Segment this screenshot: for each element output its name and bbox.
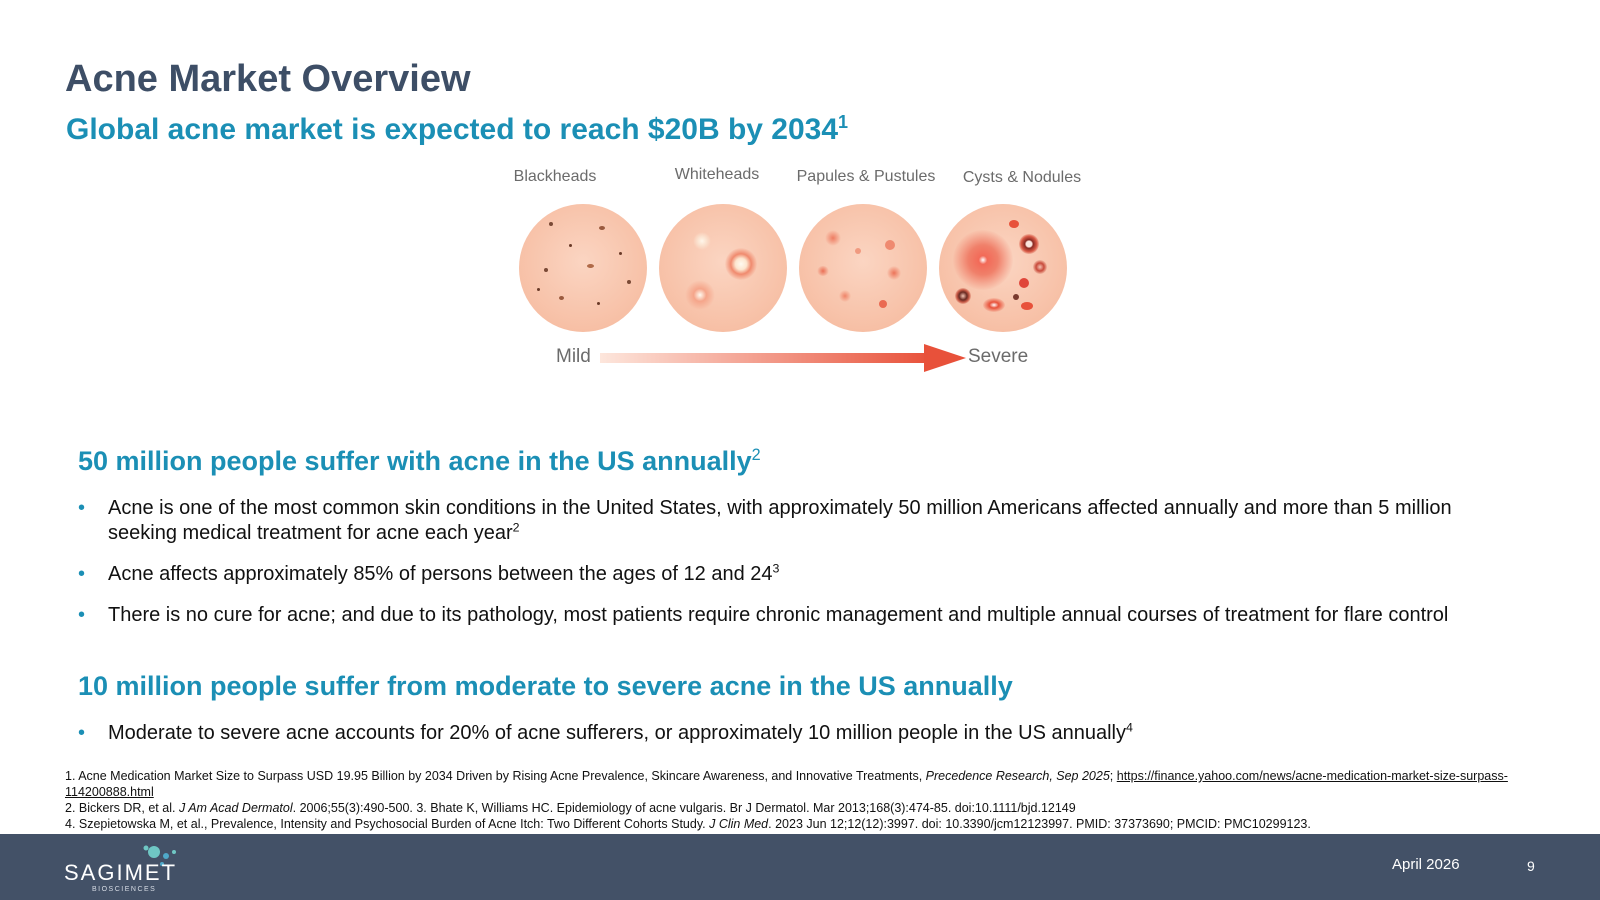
bullet-item: There is no cure for acne; and due to it… — [78, 603, 1518, 628]
scale-label-mild: Mild — [556, 346, 591, 367]
scale-label-severe: Severe — [968, 346, 1029, 367]
footnote-1-text: 1. Acne Medication Market Size to Surpas… — [65, 769, 926, 783]
footnote-4-journal: J Clin Med — [709, 817, 769, 831]
section1-bullets: Acne is one of the most common skin cond… — [78, 496, 1518, 644]
logo-dots-icon — [143, 845, 176, 866]
footnote-2-3: 2. Bickers DR, et al. J Am Acad Dermatol… — [65, 800, 1555, 816]
section2-bullets: Moderate to severe acne accounts for 20%… — [78, 721, 1518, 762]
footnote-2-journal: J Am Acad Dermatol — [178, 801, 293, 815]
footnote-4: 4. Szepietowska M, et al., Prevalence, I… — [65, 816, 1555, 832]
footnote-1-link[interactable]: https://finance.yahoo.com/news/acne-medi… — [65, 769, 1508, 799]
footnotes: 1. Acne Medication Market Size to Surpas… — [65, 768, 1555, 832]
bullet-ref: 2 — [512, 520, 520, 535]
footnote-4-details: . 2023 Jun 12;12(12):3997. doi: 10.3390/… — [768, 817, 1311, 831]
severity-arrow — [600, 344, 966, 372]
stage-label-papules-pustules: Papules & Pustules — [796, 168, 936, 185]
whiteheads-skin-image — [659, 204, 787, 332]
company-logo: SAGIMET BIOSCIENCES — [64, 844, 204, 894]
bullet-text: Acne affects approximately 85% of person… — [108, 563, 773, 585]
bullet-text: There is no cure for acne; and due to it… — [108, 604, 1449, 626]
bullet-item: Acne is one of the most common skin cond… — [78, 496, 1518, 546]
footer-date: April 2026 — [1392, 856, 1460, 873]
section1-heading-ref: 2 — [751, 446, 761, 464]
section1-heading-text: 50 million people suffer with acne in th… — [78, 446, 752, 476]
footnote-1: 1. Acne Medication Market Size to Surpas… — [65, 768, 1555, 800]
section2-heading: 10 million people suffer from moderate t… — [78, 671, 1013, 701]
stage-label-cysts-nodules: Cysts & Nodules — [962, 169, 1082, 186]
acne-severity-graphic: Blackheads Whiteheads Papules & Pustules… — [500, 160, 1120, 390]
page-number: 9 — [1527, 858, 1535, 874]
papules-pustules-skin-image — [799, 204, 927, 332]
footnote-1-separator: ; — [1109, 769, 1117, 783]
bullet-item: Acne affects approximately 85% of person… — [78, 562, 1518, 587]
bullet-ref: 3 — [772, 561, 780, 576]
subtitle-text: Global acne market is expected to reach … — [66, 113, 839, 146]
page-subtitle: Global acne market is expected to reach … — [66, 113, 848, 147]
footnote-2-text: 2. Bickers DR, et al. — [65, 801, 179, 815]
bullet-ref: 4 — [1125, 720, 1133, 735]
bullet-text: Moderate to severe acne accounts for 20%… — [108, 722, 1126, 744]
page-title: Acne Market Overview — [65, 58, 471, 100]
logo-wordmark: SAGIMET — [64, 860, 178, 885]
stage-label-blackheads: Blackheads — [513, 168, 597, 185]
subtitle-ref: 1 — [838, 112, 849, 132]
footnote-4-text: 4. Szepietowska M, et al., Prevalence, I… — [65, 817, 710, 831]
blackheads-skin-image — [519, 204, 647, 332]
stage-label-whiteheads: Whiteheads — [674, 166, 760, 183]
bullet-item: Moderate to severe acne accounts for 20%… — [78, 721, 1518, 746]
section1-heading: 50 million people suffer with acne in th… — [78, 446, 761, 477]
footnote-2-3-text: . 2006;55(3):490-500. 3. Bhate K, Willia… — [292, 801, 1076, 815]
footer-bar: SAGIMET BIOSCIENCES April 2026 9 — [0, 834, 1600, 900]
footnote-1-source: Precedence Research, Sep 2025 — [925, 769, 1110, 783]
bullet-text: Acne is one of the most common skin cond… — [108, 497, 1452, 544]
cysts-nodules-skin-image — [939, 204, 1067, 332]
logo-subtext: BIOSCIENCES — [92, 886, 157, 893]
